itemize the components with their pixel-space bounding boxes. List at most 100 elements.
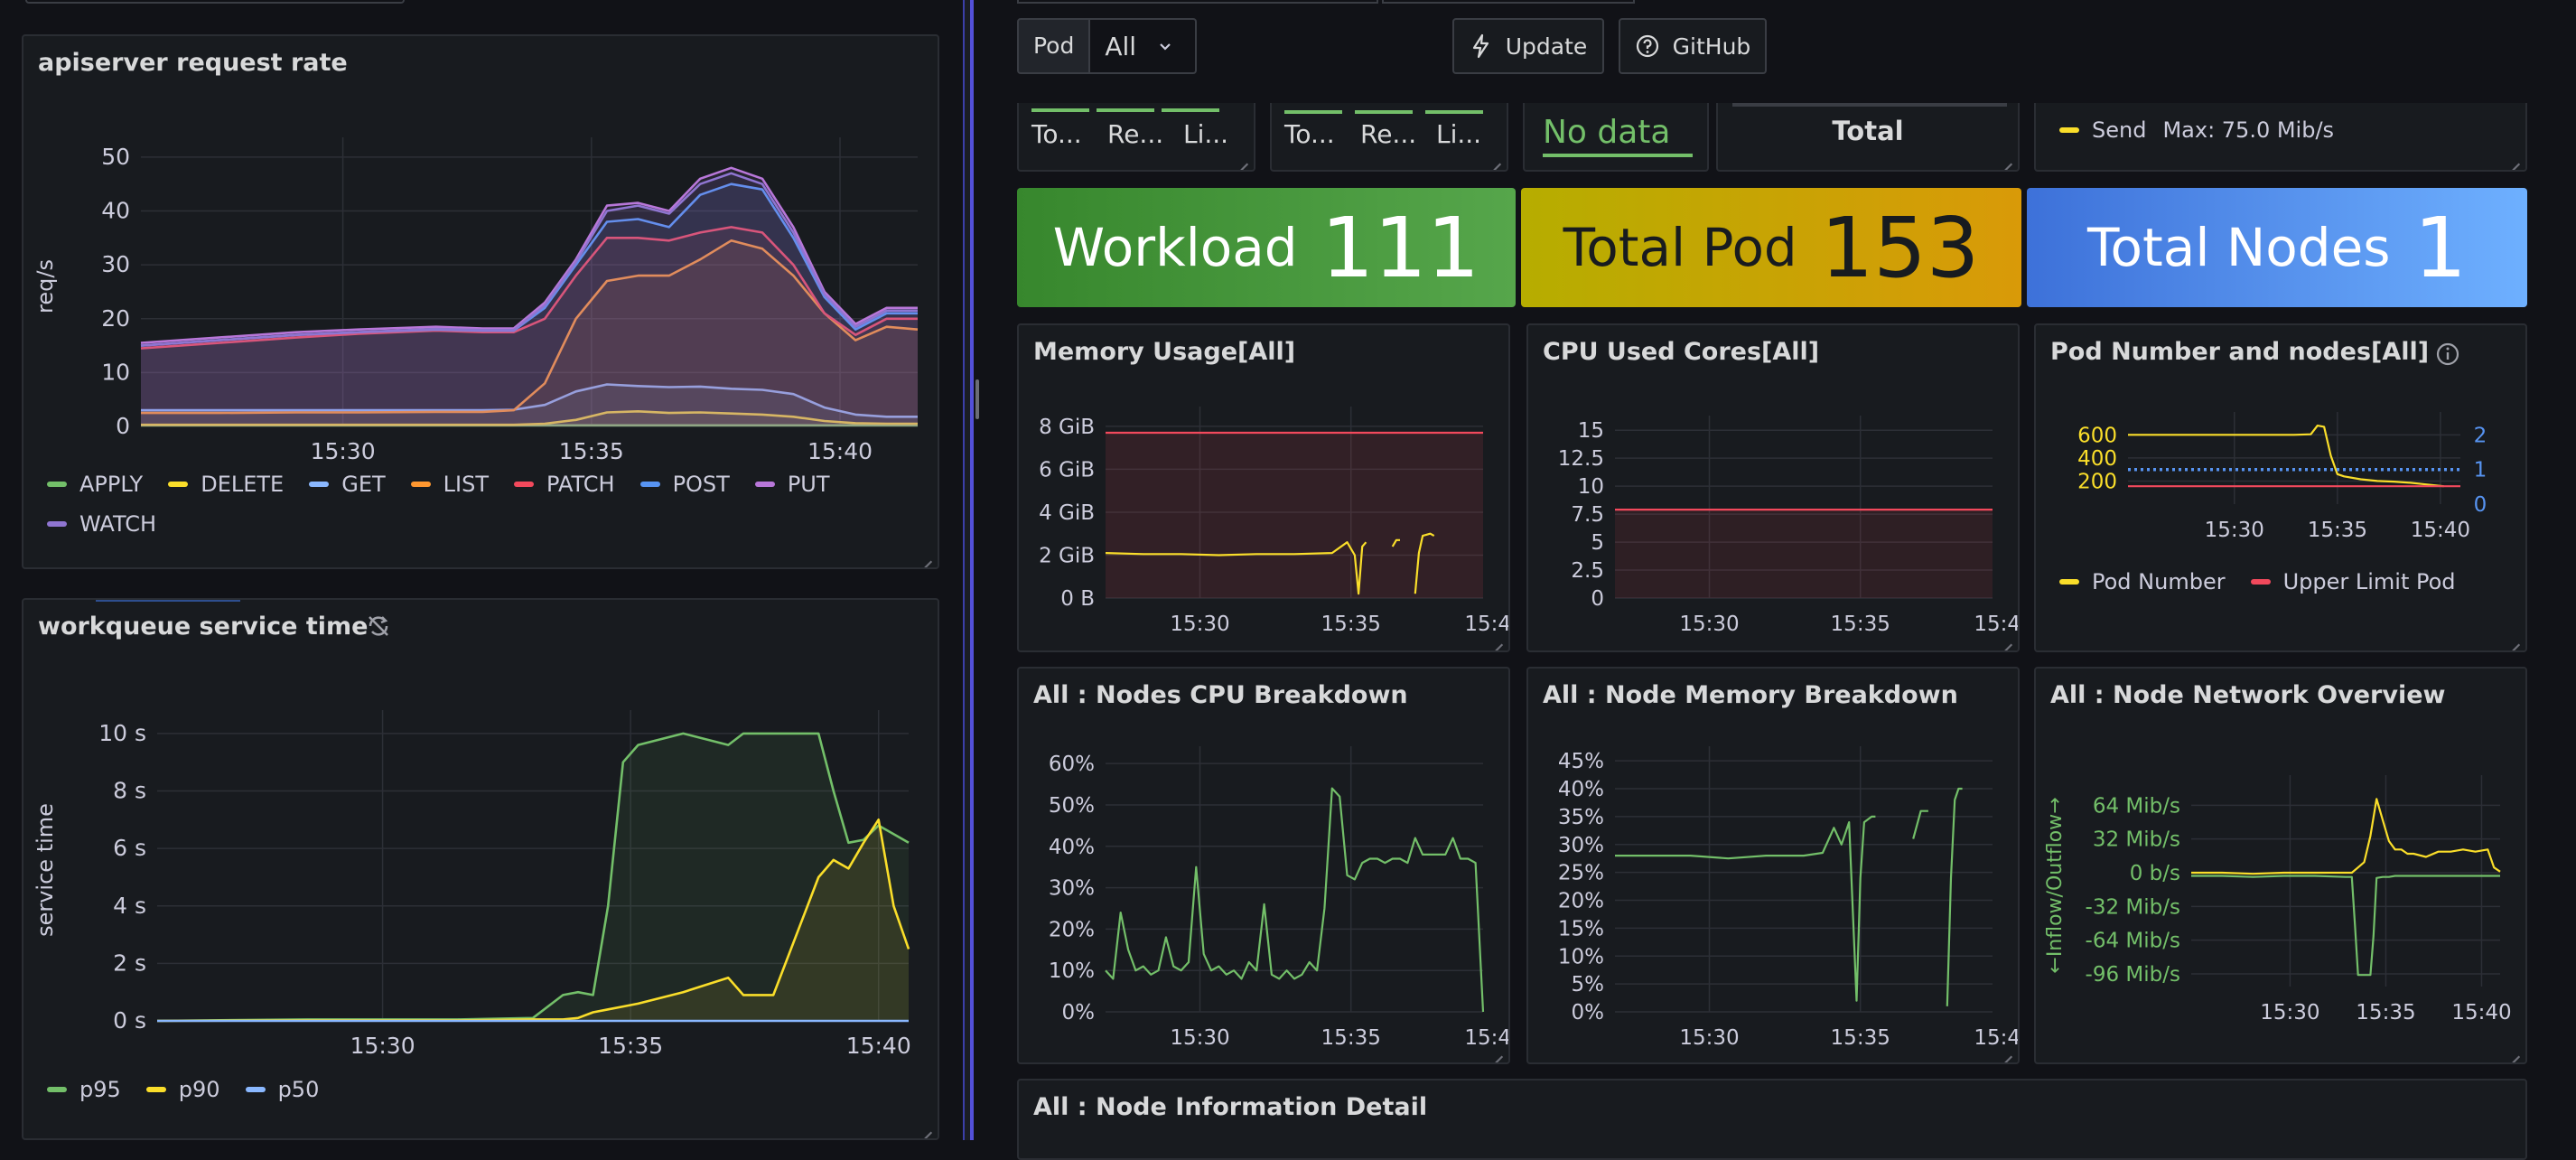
tick-label-y: 40: [101, 198, 130, 224]
legend-label: Pod Number: [2092, 569, 2226, 594]
legend-item[interactable]: APPLY: [47, 472, 143, 497]
resize-handle[interactable]: [2506, 150, 2520, 164]
legend-item[interactable]: p50: [245, 1077, 320, 1102]
legend-swatch: [47, 482, 67, 487]
legend-item[interactable]: p90: [145, 1077, 220, 1102]
split-divider[interactable]: [963, 0, 974, 1140]
resize-handle[interactable]: [918, 547, 932, 562]
resize-handle[interactable]: [2506, 631, 2520, 645]
tick-label-y2: 1: [2474, 459, 2487, 482]
send-legend-label: Send: [2092, 117, 2147, 143]
panel-pod-number: Pod Number and nodes[All] 200 400 600 0 1 2 15…: [2034, 323, 2527, 652]
panel-no-data: No data: [1523, 103, 1709, 172]
send-legend: Send Max: 75.0 Mib/s: [2059, 117, 2359, 157]
tick-label-y: -96 Mib/s: [2086, 963, 2180, 987]
panel-title: All : Node Information Detail: [1033, 1093, 1428, 1121]
stat-total-pod: Total Pod 153: [1521, 188, 2021, 307]
panel-title: Pod Number and nodes[All]: [2050, 338, 2430, 366]
legend-item[interactable]: PUT: [754, 472, 830, 497]
tick-label-y: 32 Mib/s: [2093, 828, 2180, 852]
resize-handle[interactable]: [1489, 631, 1503, 645]
series-pod-number: [2128, 425, 2444, 488]
legend-swatch: [47, 521, 67, 527]
tick-label-y: 5%: [1572, 973, 1605, 996]
legend-item[interactable]: DELETE: [168, 472, 284, 497]
update-button[interactable]: Update: [1452, 18, 1604, 74]
tick-label-y: 10%: [1558, 945, 1604, 968]
series-usage: [1391, 538, 1400, 547]
legend-label: p50: [277, 1077, 320, 1102]
tick-label-y: 0%: [1572, 1001, 1605, 1024]
resize-handle[interactable]: [2506, 1043, 2520, 1057]
legend-label: POST: [672, 472, 730, 497]
tick-label-x: 15:35: [1321, 613, 1381, 636]
resize-handle[interactable]: [1487, 150, 1501, 164]
update-label: Update: [1505, 33, 1588, 60]
top-tab-fragment-right-2: [1382, 0, 1635, 4]
tick-label-y: 7.5: [1571, 503, 1604, 527]
gauge-label: To...: [1284, 119, 1335, 149]
legend-label: DELETE: [201, 472, 285, 497]
tick-label-y: 4 s: [113, 893, 146, 919]
tick-label-x: 15:30: [350, 1033, 415, 1059]
legend-swatch: [754, 482, 775, 487]
pod-select[interactable]: All: [1090, 18, 1198, 74]
tick-label-y: 40%: [1558, 778, 1604, 801]
tick-label-y: 35%: [1558, 806, 1604, 829]
legend-item[interactable]: Pod Number: [2059, 569, 2226, 594]
series-delete: [141, 410, 918, 426]
tick-label-x: 15:40: [846, 1033, 911, 1059]
resize-handle[interactable]: [1998, 1043, 2012, 1057]
chart-legend: APPLY DELETE GET LIST PATCH POST PUT WATCH: [47, 472, 914, 551]
resize-handle[interactable]: [1998, 631, 2012, 645]
resize-handle[interactable]: [1489, 1043, 1503, 1057]
axis-label-y: service time: [33, 803, 58, 937]
no-refresh-icon[interactable]: [365, 613, 392, 640]
legend-item[interactable]: GET: [309, 472, 386, 497]
series-p95: [156, 732, 910, 1023]
tick-label-y: 0%: [1062, 1001, 1096, 1024]
axis-label-y: req/s: [33, 259, 58, 313]
panel-node-information-detail: All : Node Information Detail: [1017, 1079, 2527, 1160]
series-patch: [140, 226, 918, 350]
resize-handle[interactable]: [1998, 150, 2012, 164]
info-icon[interactable]: [2435, 341, 2460, 367]
series-send: [2191, 798, 2501, 875]
legend-item[interactable]: p95: [47, 1077, 121, 1102]
resize-handle[interactable]: [1234, 150, 1248, 164]
legend-item[interactable]: LIST: [410, 472, 489, 497]
resize-handle[interactable]: [918, 1118, 932, 1133]
panel-title: All : Node Memory Breakdown: [1543, 681, 1958, 709]
panel-cpu-used-cores: CPU Used Cores[All] 0 2.5 5 7.5 10 12.5 15 15:3…: [1526, 323, 2020, 652]
legend-label: Upper Limit Pod: [2282, 569, 2456, 594]
axis-label-y: ←Inflow/Outflow→: [2044, 797, 2067, 973]
tick-label-x: 15:35: [1321, 1026, 1381, 1050]
split-handle[interactable]: [975, 379, 979, 419]
github-button[interactable]: GitHub: [1619, 18, 1767, 74]
tick-label-x: 15:35: [1831, 613, 1890, 636]
legend-label: PATCH: [546, 472, 615, 497]
tick-label-y: 20%: [1049, 918, 1095, 941]
pod-select-value: All: [1105, 31, 1137, 61]
series-put: [140, 166, 918, 344]
panel-title: workqueue service time: [38, 613, 369, 641]
gauge-label: Re...: [1360, 119, 1417, 149]
legend-item[interactable]: WATCH: [47, 511, 156, 537]
legend-item[interactable]: Upper Limit Pod: [2250, 569, 2456, 594]
lightning-icon: [1472, 33, 1489, 59]
tick-label-y: -32 Mib/s: [2086, 895, 2180, 919]
panel-title: All : Node Network Overview: [2050, 681, 2446, 709]
tick-label-y: 10: [1578, 475, 1604, 499]
legend-label: PUT: [787, 472, 830, 497]
tick-label-y: -64 Mib/s: [2086, 930, 2180, 953]
tick-label-y: 10 s: [98, 720, 146, 746]
stat-value: 153: [1820, 199, 1980, 296]
legend-item[interactable]: PATCH: [514, 472, 615, 497]
cores-fill: [1615, 510, 1993, 598]
legend-item[interactable]: POST: [639, 472, 730, 497]
series-post-area: [141, 183, 918, 426]
gauge-label: Li...: [1183, 119, 1229, 149]
tick-label-x: 15:30: [1679, 1026, 1739, 1050]
stat-value: 1: [2413, 199, 2468, 296]
pod-variable-label: Pod: [1017, 18, 1091, 74]
